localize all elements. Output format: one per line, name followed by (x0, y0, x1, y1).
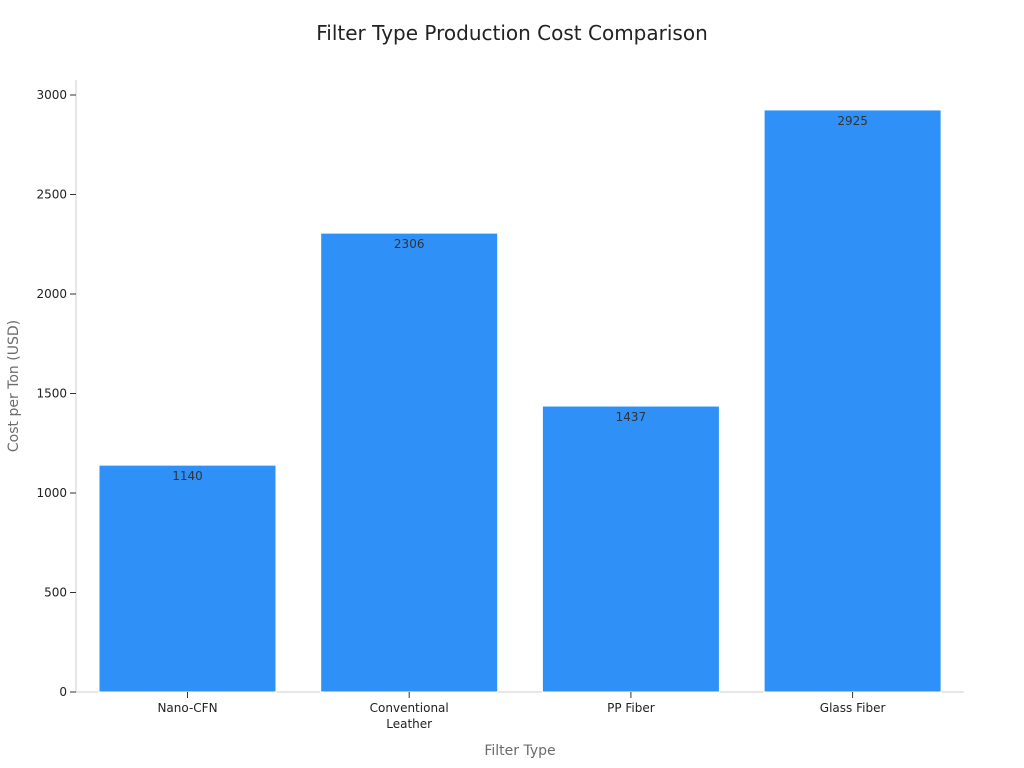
x-axis-label: Filter Type (484, 743, 555, 759)
bar-data-label: 2306 (394, 237, 425, 251)
y-tick-label: 1500 (36, 387, 67, 401)
x-tick-label: PP Fiber (607, 701, 655, 715)
y-tick-label: 2500 (36, 188, 67, 202)
bar-data-label: 1140 (172, 469, 203, 483)
bar-pp-fiber (541, 405, 720, 693)
x-tick-label: Conventional Leather (370, 701, 449, 731)
bars-group (98, 109, 942, 693)
y-axis-ticks: 0 500 1000 1500 2000 2500 3000 (36, 88, 76, 699)
data-labels-group: 1140 2306 1437 2925 (172, 114, 868, 483)
bar-nano-cfn (98, 464, 277, 693)
bar-data-label: 2925 (837, 114, 868, 128)
y-axis-label: Cost per Ton (USD) (6, 320, 22, 452)
y-tick-label: 0 (59, 685, 67, 699)
bar-glass-fiber (763, 109, 942, 693)
y-tick-label: 500 (44, 586, 67, 600)
y-tick-label: 3000 (36, 88, 67, 102)
x-axis-ticks: Nano-CFN Conventional Leather PP Fiber Glass… (157, 692, 885, 731)
bar-data-label: 1437 (616, 410, 647, 424)
bar-conventional-leather (320, 232, 499, 693)
x-tick-label: Glass Fiber (820, 701, 886, 715)
x-tick-label: Nano-CFN (157, 701, 217, 715)
chart-title: Filter Type Production Cost Comparison (316, 21, 708, 45)
y-tick-label: 2000 (36, 287, 67, 301)
y-tick-label: 1000 (36, 486, 67, 500)
